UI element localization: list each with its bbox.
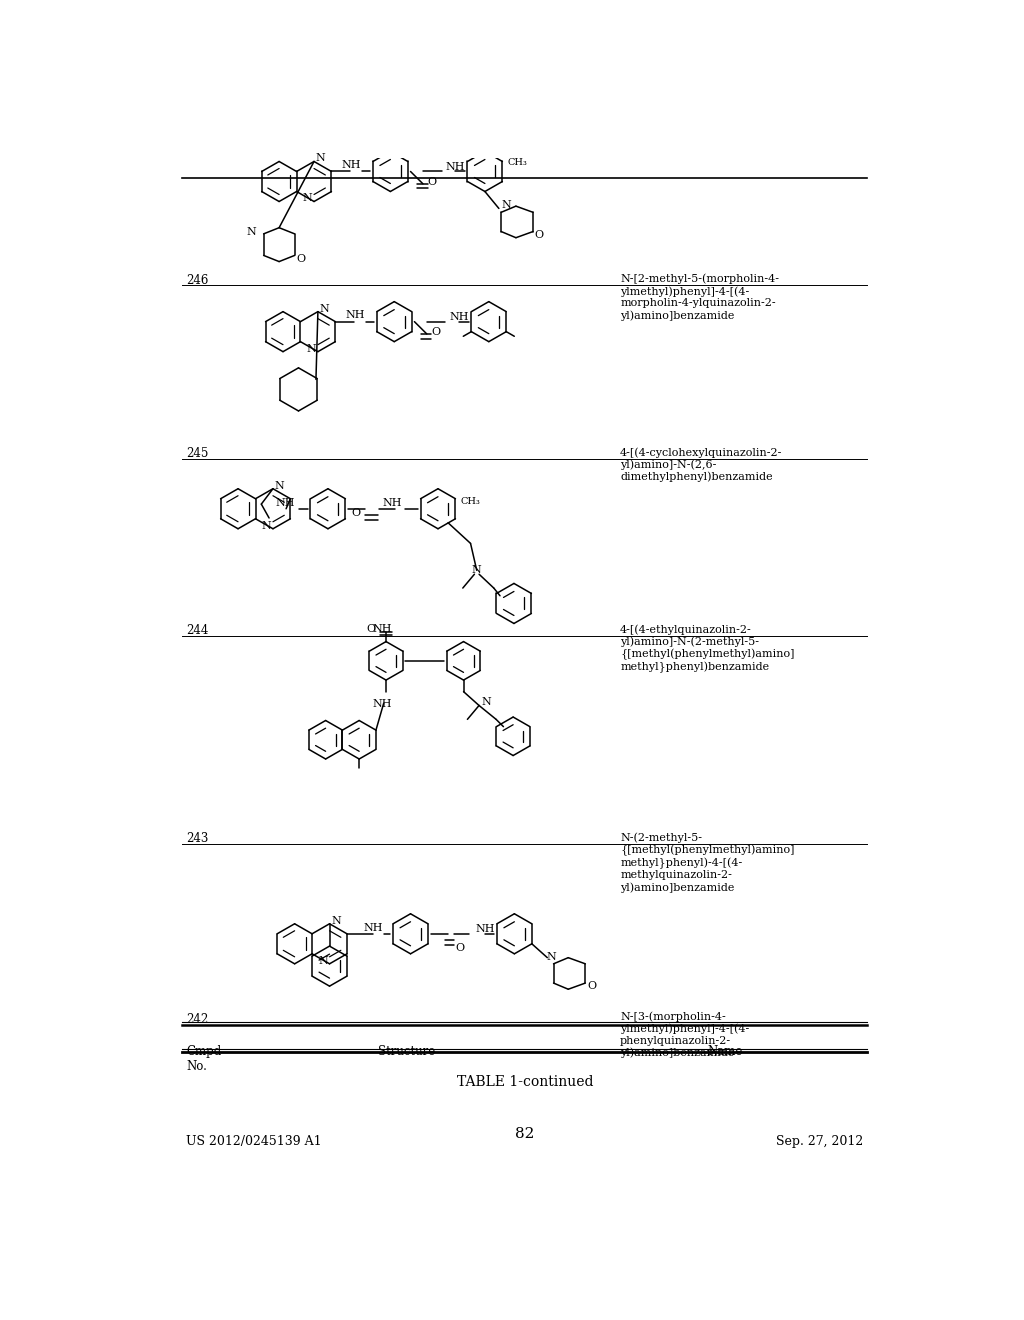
Text: 242: 242 [186,1014,208,1026]
Text: Name: Name [707,1045,742,1059]
Text: N: N [262,520,271,531]
Text: NH: NH [383,498,402,508]
Text: NH: NH [364,923,383,933]
Text: N: N [331,916,341,925]
Text: N: N [274,480,285,491]
Text: O: O [588,981,597,991]
Text: N: N [246,227,256,238]
Text: N: N [318,956,328,966]
Text: N: N [547,952,556,962]
Text: N: N [501,199,511,210]
Text: NH: NH [373,700,392,709]
Text: N: N [481,697,492,706]
Text: N-(2-methyl-5-
{[methyl(phenylmethyl)amino]
methyl}phenyl)-4-[(4-
methylquinazol: N-(2-methyl-5- {[methyl(phenylmethyl)ami… [621,832,795,892]
Text: NH: NH [475,924,496,935]
Text: NH: NH [450,312,469,322]
Text: Cmpd
No.: Cmpd No. [186,1045,221,1073]
Text: TABLE 1-continued: TABLE 1-continued [457,1074,593,1089]
Text: US 2012/0245139 A1: US 2012/0245139 A1 [186,1135,322,1148]
Text: NH: NH [373,624,392,634]
Text: NH: NH [445,162,465,172]
Text: O: O [431,327,440,338]
Text: 244: 244 [186,624,209,638]
Text: O: O [535,230,544,240]
Text: O: O [296,253,305,264]
Text: O: O [428,177,437,187]
Text: 82: 82 [515,1127,535,1140]
Text: NH: NH [342,160,361,170]
Text: N: N [472,565,481,576]
Text: Sep. 27, 2012: Sep. 27, 2012 [776,1135,863,1148]
Text: N: N [306,343,316,354]
Text: N-[2-methyl-5-(morpholin-4-
ylmethyl)phenyl]-4-[(4-
morpholin-4-ylquinazolin-2-
: N-[2-methyl-5-(morpholin-4- ylmethyl)phe… [621,275,779,321]
Text: N: N [315,153,326,164]
Text: O: O [351,508,360,519]
Text: 245: 245 [186,447,209,461]
Text: N-[3-(morpholin-4-
ylmethyl)phenyl]-4-[(4-
phenylquinazolin-2-
yl)amino]benzamid: N-[3-(morpholin-4- ylmethyl)phenyl]-4-[(… [621,1011,750,1059]
Text: 246: 246 [186,275,209,286]
Text: O: O [366,624,375,634]
Text: 4-[(4-ethylquinazolin-2-
yl)amino]-N-(2-methyl-5-
{[methyl(phenylmethyl)amino]
m: 4-[(4-ethylquinazolin-2- yl)amino]-N-(2-… [621,624,795,673]
Text: N: N [319,304,329,314]
Text: N: N [303,194,312,203]
Text: O: O [456,942,465,953]
Text: 4-[(4-cyclohexylquinazolin-2-
yl)amino]-N-(2,6-
dimethylphenyl)benzamide: 4-[(4-cyclohexylquinazolin-2- yl)amino]-… [621,447,782,482]
Text: 243: 243 [186,832,209,845]
Text: Structure: Structure [379,1045,435,1059]
Text: CH₃: CH₃ [461,496,480,506]
Text: NH: NH [275,498,295,508]
Text: NH: NH [346,310,366,321]
Text: CH₃: CH₃ [508,158,527,166]
